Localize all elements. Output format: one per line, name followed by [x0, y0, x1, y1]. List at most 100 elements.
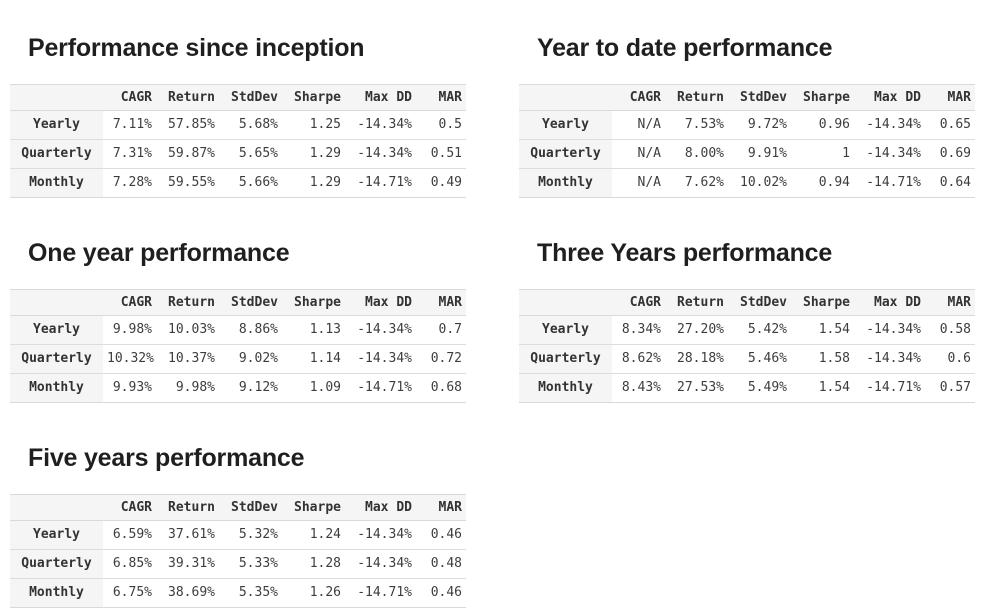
- row-label: Yearly: [10, 520, 103, 550]
- cell-value: 0.7: [416, 315, 466, 345]
- header-row: CAGR Return StdDev Sharpe Max DD MAR: [10, 494, 466, 521]
- column-header: CAGR: [612, 84, 665, 111]
- cell-value: 5.49%: [728, 373, 791, 403]
- cell-value: 9.98%: [103, 315, 156, 345]
- cell-value: 0.57: [925, 373, 975, 403]
- row-label: Monthly: [10, 578, 103, 608]
- table-body: Yearly 8.34% 27.20% 5.42% 1.54 -14.34% 0.58 Qua…: [519, 315, 975, 403]
- table-row: Quarterly 7.31% 59.87% 5.65% 1.29 -14.34% 0.51: [10, 139, 466, 169]
- column-header: Max DD: [345, 494, 416, 521]
- column-header: StdDev: [728, 84, 791, 111]
- row-label: Yearly: [519, 315, 612, 345]
- cell-value: 0.65: [925, 110, 975, 140]
- cell-value: -14.71%: [854, 373, 925, 403]
- section-title: Three Years performance: [537, 239, 833, 267]
- cell-value: 7.11%: [103, 110, 156, 140]
- column-header: CAGR: [103, 84, 156, 111]
- cell-value: 8.86%: [219, 315, 282, 345]
- table-header: CAGR Return StdDev Sharpe Max DD MAR: [10, 84, 466, 111]
- cell-value: 5.33%: [219, 549, 282, 579]
- row-label: Yearly: [519, 110, 612, 140]
- cell-value: N/A: [612, 168, 665, 198]
- cell-value: 10.37%: [156, 344, 219, 374]
- header-row: CAGR Return StdDev Sharpe Max DD MAR: [519, 289, 975, 316]
- cell-value: 0.48: [416, 549, 466, 579]
- cell-value: 5.35%: [219, 578, 282, 608]
- cell-value: 10.02%: [728, 168, 791, 198]
- cell-value: 9.12%: [219, 373, 282, 403]
- performance-section: Three Years performance CAGR Return StdDev…: [519, 198, 975, 403]
- cell-value: 7.62%: [665, 168, 728, 198]
- table-body: Yearly 9.98% 10.03% 8.86% 1.13 -14.34% 0.7 Quar…: [10, 315, 466, 403]
- table-row: Monthly 9.93% 9.98% 9.12% 1.09 -14.71% 0.68: [10, 373, 466, 403]
- performance-table: CAGR Return StdDev Sharpe Max DD MAR Yearly 6.…: [10, 494, 466, 608]
- cell-value: 38.69%: [156, 578, 219, 608]
- performance-section: Year to date performance CAGR Return StdDe…: [519, 0, 975, 198]
- cell-value: 0.58: [925, 315, 975, 345]
- column-header: [519, 289, 612, 316]
- table-body: Yearly N/A 7.53% 9.72% 0.96 -14.34% 0.65 Quarte…: [519, 110, 975, 198]
- cell-value: 9.91%: [728, 139, 791, 169]
- cell-value: -14.34%: [345, 549, 416, 579]
- table-header: CAGR Return StdDev Sharpe Max DD MAR: [519, 84, 975, 111]
- table-body: Yearly 6.59% 37.61% 5.32% 1.24 -14.34% 0.46 Qua…: [10, 520, 466, 608]
- column-header: CAGR: [103, 289, 156, 316]
- cell-value: -14.34%: [345, 110, 416, 140]
- table-row: Yearly 8.34% 27.20% 5.42% 1.54 -14.34% 0.58: [519, 315, 975, 345]
- cell-value: -14.34%: [345, 344, 416, 374]
- table-row: Yearly 7.11% 57.85% 5.68% 1.25 -14.34% 0.5: [10, 110, 466, 140]
- cell-value: 0.96: [791, 110, 854, 140]
- cell-value: 6.85%: [103, 549, 156, 579]
- cell-value: 6.59%: [103, 520, 156, 550]
- column-header: Max DD: [345, 289, 416, 316]
- cell-value: 9.02%: [219, 344, 282, 374]
- column-header: MAR: [925, 84, 975, 111]
- section-title: One year performance: [28, 239, 290, 267]
- cell-value: 0.68: [416, 373, 466, 403]
- cell-value: 1.26: [282, 578, 345, 608]
- column-header: StdDev: [219, 84, 282, 111]
- cell-value: 0.64: [925, 168, 975, 198]
- column-header: Sharpe: [791, 289, 854, 316]
- cell-value: 8.43%: [612, 373, 665, 403]
- performance-table: CAGR Return StdDev Sharpe Max DD MAR Yearly N/…: [519, 84, 975, 198]
- cell-value: 7.28%: [103, 168, 156, 198]
- cell-value: 37.61%: [156, 520, 219, 550]
- cell-value: 0.69: [925, 139, 975, 169]
- column-header: Sharpe: [282, 494, 345, 521]
- performance-table: CAGR Return StdDev Sharpe Max DD MAR Yearly 9.…: [10, 289, 466, 403]
- cell-value: 1.54: [791, 373, 854, 403]
- cell-value: -14.34%: [345, 520, 416, 550]
- column-header: CAGR: [103, 494, 156, 521]
- cell-value: 0.46: [416, 520, 466, 550]
- performance-section: Performance since inception CAGR Return St…: [10, 0, 466, 198]
- section-title: Year to date performance: [537, 34, 833, 62]
- header-row: CAGR Return StdDev Sharpe Max DD MAR: [519, 84, 975, 111]
- column-header: [10, 84, 103, 111]
- cell-value: 5.46%: [728, 344, 791, 374]
- column-header: Sharpe: [282, 84, 345, 111]
- column-header: Max DD: [345, 84, 416, 111]
- table-row: Monthly 7.28% 59.55% 5.66% 1.29 -14.71% 0.49: [10, 168, 466, 198]
- cell-value: -14.71%: [854, 168, 925, 198]
- cell-value: 8.34%: [612, 315, 665, 345]
- cell-value: 28.18%: [665, 344, 728, 374]
- column-header: MAR: [416, 84, 466, 111]
- cell-value: 1.29: [282, 168, 345, 198]
- cell-value: 1.24: [282, 520, 345, 550]
- cell-value: -14.34%: [854, 344, 925, 374]
- table-row: Yearly N/A 7.53% 9.72% 0.96 -14.34% 0.65: [519, 110, 975, 140]
- section-title: Performance since inception: [28, 34, 365, 62]
- cell-value: 27.20%: [665, 315, 728, 345]
- column-header: Return: [665, 84, 728, 111]
- section-title: Five years performance: [28, 444, 305, 472]
- performance-section: One year performance CAGR Return StdDev Sha…: [10, 198, 466, 403]
- table-header: CAGR Return StdDev Sharpe Max DD MAR: [519, 289, 975, 316]
- column-header: Sharpe: [791, 84, 854, 111]
- column-header: StdDev: [728, 289, 791, 316]
- table-body: Yearly 7.11% 57.85% 5.68% 1.25 -14.34% 0.5 Quar…: [10, 110, 466, 198]
- cell-value: 1.28: [282, 549, 345, 579]
- cell-value: -14.71%: [345, 578, 416, 608]
- row-label: Monthly: [519, 373, 612, 403]
